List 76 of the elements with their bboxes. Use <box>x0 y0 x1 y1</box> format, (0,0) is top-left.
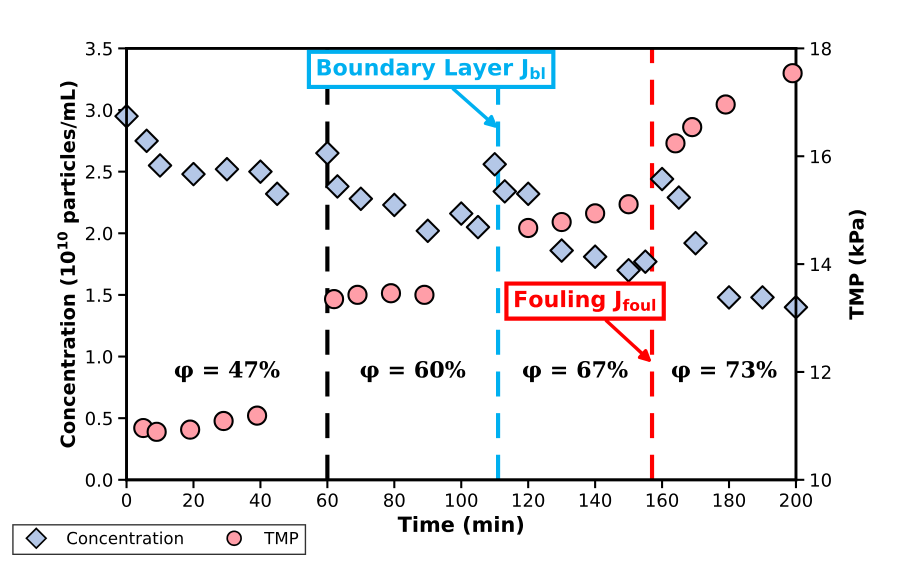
point <box>214 410 234 432</box>
point <box>683 230 708 256</box>
x-tick-label: 140 <box>580 493 612 507</box>
x-tick-label: 20 <box>183 493 204 507</box>
point <box>414 284 435 305</box>
point <box>582 244 608 269</box>
x-tick-label: 40 <box>250 493 271 507</box>
point <box>552 212 572 232</box>
y2-tick-label: 18 <box>811 42 831 56</box>
legend-label: TMP <box>264 532 298 544</box>
point <box>782 63 803 84</box>
y-tick-label: 0.0 <box>86 473 112 487</box>
y2-tick-label: 14 <box>811 258 832 271</box>
point <box>633 249 658 274</box>
point <box>347 284 368 305</box>
point <box>549 238 574 263</box>
point <box>616 258 641 283</box>
point <box>264 182 290 206</box>
annotation: φ = 67% <box>522 360 628 382</box>
y-tick-label: 1.5 <box>86 288 112 302</box>
ref-line-label: Boundary Layer J$_{bl}$ <box>318 58 545 80</box>
point <box>315 140 340 166</box>
point <box>482 152 507 176</box>
annotation: φ = 73% <box>672 360 777 382</box>
point <box>248 159 273 184</box>
point <box>492 179 518 204</box>
y2-tick-label: 16 <box>811 150 831 164</box>
x-tick-label: 200 <box>780 493 812 507</box>
x-tick-label: 0 <box>122 493 132 507</box>
point <box>325 174 350 199</box>
y2-axis-title: TMP (kPa) <box>848 210 866 320</box>
point <box>665 133 686 154</box>
x-tick-label: 160 <box>646 493 678 507</box>
point <box>148 153 172 178</box>
y-axis-title: Concentration (10$^{10}$ particles/mL) <box>57 82 79 448</box>
annotation: φ = 60% <box>360 360 466 382</box>
annotation: φ = 47% <box>174 360 280 382</box>
point <box>134 128 159 154</box>
x-tick-label: 60 <box>317 493 338 507</box>
point <box>246 406 268 426</box>
point <box>585 203 606 224</box>
x-tick-label: 120 <box>512 493 544 507</box>
point <box>618 194 639 214</box>
point <box>666 185 692 210</box>
x-axis-title: Time (min) <box>398 516 524 535</box>
point <box>382 192 407 218</box>
point <box>466 214 490 240</box>
point <box>518 218 538 238</box>
point <box>516 182 540 206</box>
point <box>214 156 240 182</box>
point <box>181 162 206 186</box>
point <box>750 285 775 310</box>
point <box>180 420 200 440</box>
point <box>348 186 374 212</box>
point <box>324 289 344 310</box>
point <box>380 283 402 304</box>
point <box>716 285 742 310</box>
y-tick-label: 2.0 <box>86 226 112 240</box>
y2-tick-label: 10 <box>811 473 831 487</box>
ref-line-label: Fouling J$_{foul}$ <box>515 290 656 312</box>
y-tick-label: 3.5 <box>86 42 112 56</box>
x-tick-label: 80 <box>384 493 405 507</box>
y-tick-label: 1.0 <box>86 350 112 364</box>
point <box>682 117 702 138</box>
y-tick-label: 0.5 <box>86 412 112 426</box>
point <box>449 201 474 226</box>
x-tick-label: 100 <box>446 493 478 507</box>
y2-tick-label: 12 <box>811 365 830 379</box>
y-tick-label: 3.0 <box>86 103 112 118</box>
point <box>146 422 167 442</box>
point <box>716 94 736 115</box>
x-tick-label: 180 <box>714 493 746 507</box>
y-tick-label: 2.5 <box>86 165 112 179</box>
legend-label: Concentration <box>67 531 183 544</box>
point <box>416 218 440 244</box>
point <box>650 166 674 192</box>
